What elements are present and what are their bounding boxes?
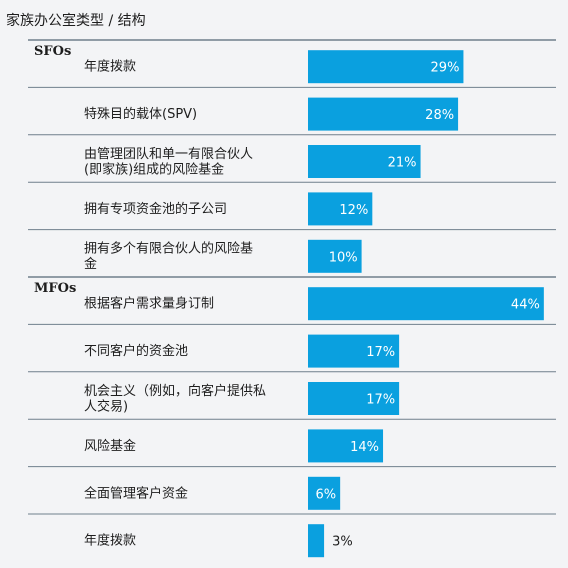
bar [308,476,341,510]
bar [308,145,421,178]
category-label: 拥有多个有限合伙人的风险基金 [84,241,253,272]
category-label: 风险基金 [84,438,136,454]
value-label: 21% [388,156,417,171]
category-label: 拥有专项资金池的子公司 [84,201,227,217]
value-label: 12% [339,203,368,218]
value-label: 17% [366,345,395,360]
category-label: 不同客户的资金池 [84,343,188,359]
category-label: 根据客户需求量身订制 [84,296,214,312]
bar [308,429,384,463]
category-label: 全面管理客户资金 [84,485,188,501]
category-label: 机会主义（例如，向客户提供私人交易) [84,383,266,415]
value-label: 6% [316,487,337,502]
bar [308,382,400,415]
category-label: 特殊目的载体(SPV) [84,106,197,122]
value-label: 28% [425,108,454,123]
value-label: 3% [332,535,353,550]
value-label: 44% [511,298,540,313]
category-label: 年度拨款 [84,59,136,75]
value-label: 29% [431,61,460,76]
bar [308,287,544,321]
value-label: 14% [350,440,379,455]
bar [308,50,464,84]
value-label: 17% [366,393,395,408]
group-label: SFOs [34,44,71,59]
page-title: 家族办公室类型 / 结构 [6,13,146,29]
value-label: 10% [329,250,358,265]
category-label: 年度拨款 [84,533,136,549]
bar [308,334,400,368]
bar [308,97,459,131]
bar [308,239,362,273]
bar [308,192,373,226]
category-label: 由管理团队和单一有限合伙人(即家族)组成的风险基金 [84,147,253,178]
bar [308,524,325,558]
group-label: MFOs [34,281,76,296]
